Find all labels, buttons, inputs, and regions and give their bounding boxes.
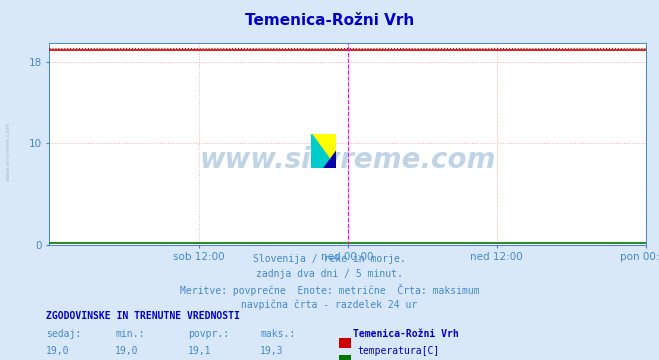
Text: 19,0: 19,0 [46, 346, 70, 356]
Text: Temenica-Rožni Vrh: Temenica-Rožni Vrh [245, 13, 414, 28]
Text: 19,3: 19,3 [260, 346, 284, 356]
Text: www.si-vreme.com: www.si-vreme.com [5, 121, 11, 181]
Polygon shape [312, 134, 336, 168]
Text: Meritve: povprečne  Enote: metrične  Črta: maksimum: Meritve: povprečne Enote: metrične Črta:… [180, 284, 479, 296]
Text: Slovenija / reke in morje.: Slovenija / reke in morje. [253, 254, 406, 264]
Text: 19,0: 19,0 [115, 346, 139, 356]
Text: ZGODOVINSKE IN TRENUTNE VREDNOSTI: ZGODOVINSKE IN TRENUTNE VREDNOSTI [46, 311, 240, 321]
Text: 19,1: 19,1 [188, 346, 212, 356]
Polygon shape [324, 151, 336, 168]
Text: zadnja dva dni / 5 minut.: zadnja dva dni / 5 minut. [256, 269, 403, 279]
Text: www.si-vreme.com: www.si-vreme.com [200, 146, 496, 174]
Text: povpr.:: povpr.: [188, 329, 229, 339]
Text: sedaj:: sedaj: [46, 329, 81, 339]
Text: maks.:: maks.: [260, 329, 295, 339]
Text: min.:: min.: [115, 329, 145, 339]
Text: temperatura[C]: temperatura[C] [358, 346, 440, 356]
Text: Temenica-Rožni Vrh: Temenica-Rožni Vrh [353, 329, 458, 339]
Text: navpična črta - razdelek 24 ur: navpična črta - razdelek 24 ur [241, 299, 418, 310]
